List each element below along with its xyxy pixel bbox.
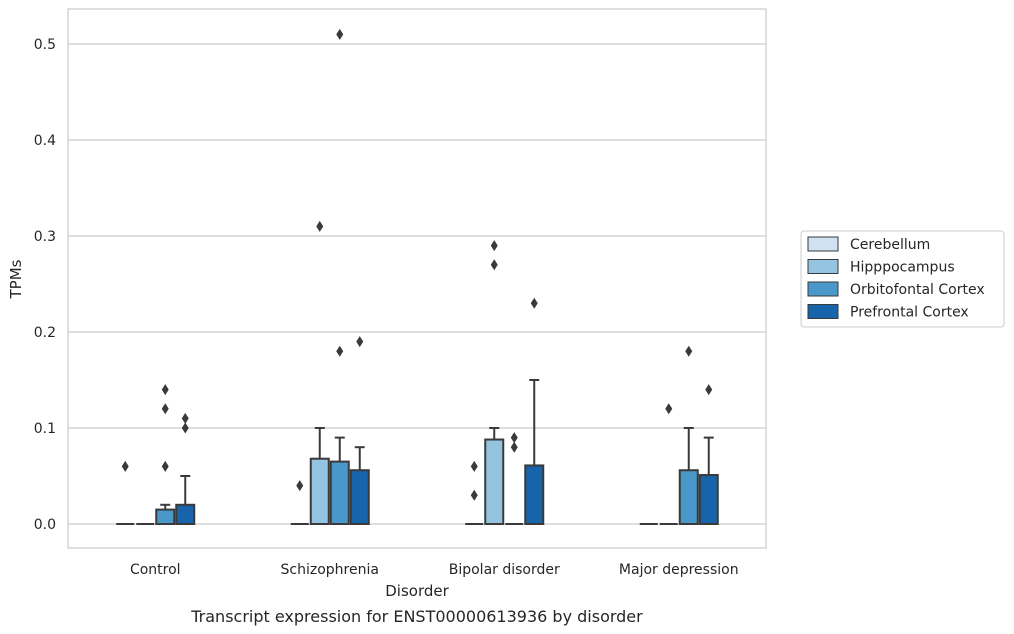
legend-swatch <box>807 281 839 297</box>
outlier-point <box>336 345 344 357</box>
y-tick-label: 0.5 <box>34 37 56 53</box>
legend: Cerebellum Hipppocampus Orbitofontal Corte… <box>800 230 1005 328</box>
outlier-point <box>685 345 693 357</box>
outlier-point <box>470 460 478 472</box>
box <box>524 464 545 526</box>
box <box>155 508 176 526</box>
outlier-point <box>510 441 518 453</box>
outlier-point <box>181 412 189 424</box>
box-orbitofontal-cortex <box>505 432 524 525</box>
outlier-point <box>296 480 304 492</box>
x-tick-label: Major depression <box>619 562 739 578</box>
box-orbitofontal-cortex <box>329 28 350 526</box>
outlier-point <box>356 336 364 348</box>
box-prefrontal-cortex <box>175 412 196 525</box>
x-tick-label: Control <box>130 562 181 578</box>
box-prefrontal-cortex <box>698 384 719 526</box>
legend-label: Cerebellum <box>850 237 930 253</box>
y-tick-label: 0.3 <box>34 229 56 245</box>
box-cerebellum <box>290 480 309 525</box>
box-orbitofontal-cortex <box>678 345 699 525</box>
box-series <box>116 28 719 526</box>
legend-swatch <box>807 259 839 274</box>
y-tick-label: 0.4 <box>34 133 56 149</box>
x-tick-labels: Control Schizophrenia Bipolar disorder Majo… <box>130 562 739 578</box>
outlier-point <box>665 403 673 415</box>
legend-swatch <box>807 236 839 252</box>
box-prefrontal-cortex <box>524 297 545 526</box>
outlier-point <box>161 384 169 396</box>
chart-caption: Transcript expression for ENST0000061393… <box>190 607 643 626</box>
y-tick-labels: 0.0 0.1 0.2 0.3 0.4 0.5 <box>34 37 56 533</box>
outlier-point <box>490 259 498 271</box>
box-hipppocampus <box>484 240 505 525</box>
outlier-point <box>490 240 498 252</box>
outlier-point <box>510 432 518 444</box>
y-tick-label: 0.0 <box>34 517 56 533</box>
box <box>678 469 699 525</box>
outlier-point <box>336 28 344 40</box>
x-tick-label: Bipolar disorder <box>449 562 560 578</box>
box <box>698 474 719 526</box>
outlier-point <box>316 220 324 232</box>
box <box>329 460 350 526</box>
grid-lines <box>68 43 766 525</box>
outlier-point <box>705 384 713 396</box>
legend-frame <box>800 230 1005 328</box>
outlier-point <box>161 460 169 472</box>
legend-label: Hipppocampus <box>850 260 955 276</box>
box <box>175 503 196 525</box>
y-tick-label: 0.2 <box>34 325 56 341</box>
legend-label: Prefrontal Cortex <box>850 305 969 321</box>
legend-label: Orbitofontal Cortex <box>850 282 985 298</box>
box <box>484 438 505 525</box>
box-hipppocampus <box>309 220 330 525</box>
y-tick-label: 0.1 <box>34 421 56 437</box>
box-orbitofontal-cortex <box>155 384 176 526</box>
box-cerebellum <box>465 460 484 525</box>
x-tick-label: Schizophrenia <box>281 562 379 578</box>
box-hipppocampus <box>659 403 678 525</box>
outlier-point <box>470 489 478 501</box>
plot-area-frame <box>67 8 767 549</box>
box <box>349 469 370 525</box>
outlier-point <box>161 403 169 415</box>
box-cerebellum <box>116 460 135 525</box>
outlier-point <box>121 460 129 472</box>
outlier-point <box>530 297 538 309</box>
box <box>309 457 330 525</box>
legend-swatch <box>807 304 839 319</box>
x-axis-label: Disorder <box>385 582 449 600</box>
outlier-point <box>181 422 189 434</box>
y-axis-label: TPMs <box>7 259 25 299</box>
box-prefrontal-cortex <box>349 336 370 525</box>
